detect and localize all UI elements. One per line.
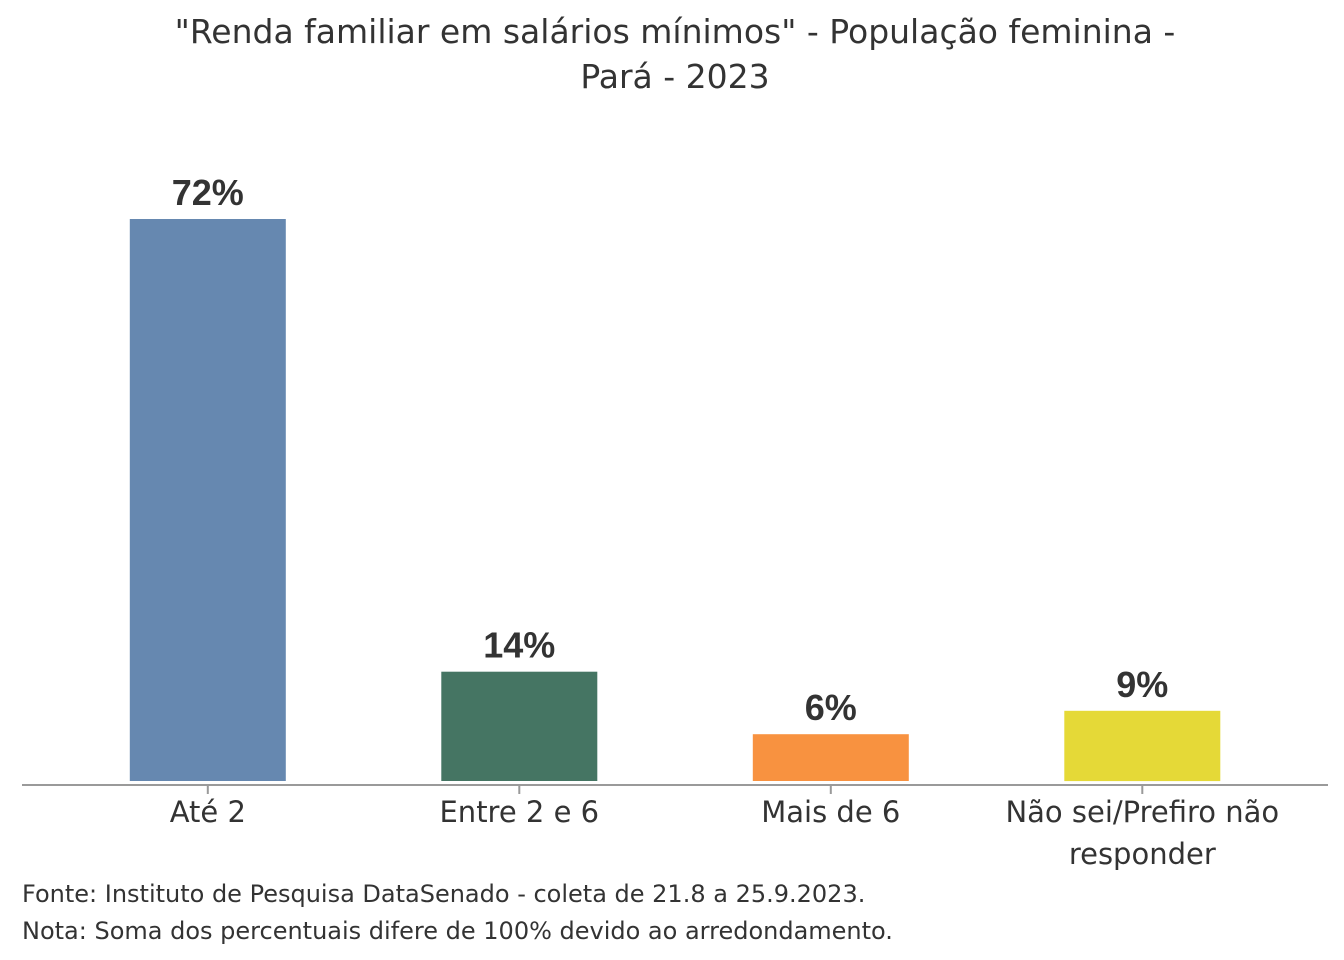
category-label-3: Mais de 6	[761, 795, 900, 829]
chart-title-line-2: Pará - 2023	[580, 57, 769, 96]
bar-2	[441, 671, 598, 781]
bar-4	[1064, 710, 1221, 782]
value-label-1: 72%	[172, 172, 244, 213]
x-axis-ticks	[206, 785, 1144, 794]
chart-title-line-1: "Renda familiar em salários mínimos" - P…	[175, 12, 1176, 51]
bar-3	[752, 734, 909, 781]
category-labels: Até 2 Entre 2 e 6 Mais de 6 Não sei/Prefiro…	[170, 795, 1279, 871]
category-label-1: Até 2	[170, 795, 246, 829]
value-label-2: 14%	[483, 625, 555, 666]
footnote-note: Nota: Soma dos percentuais difere de 100…	[22, 917, 893, 945]
category-label-4: Não sei/Prefiro não	[1005, 795, 1279, 829]
bars-group: 72% 14% 6% 9%	[129, 172, 1221, 782]
value-label-3: 6%	[805, 687, 857, 728]
bar-1	[129, 219, 286, 781]
value-label-4: 9%	[1116, 664, 1168, 705]
category-label-2: Entre 2 e 6	[439, 795, 599, 829]
footnote-source: Fonte: Instituto de Pesquisa DataSenado …	[22, 880, 865, 908]
category-label-4-line-2: responder	[1069, 837, 1216, 871]
